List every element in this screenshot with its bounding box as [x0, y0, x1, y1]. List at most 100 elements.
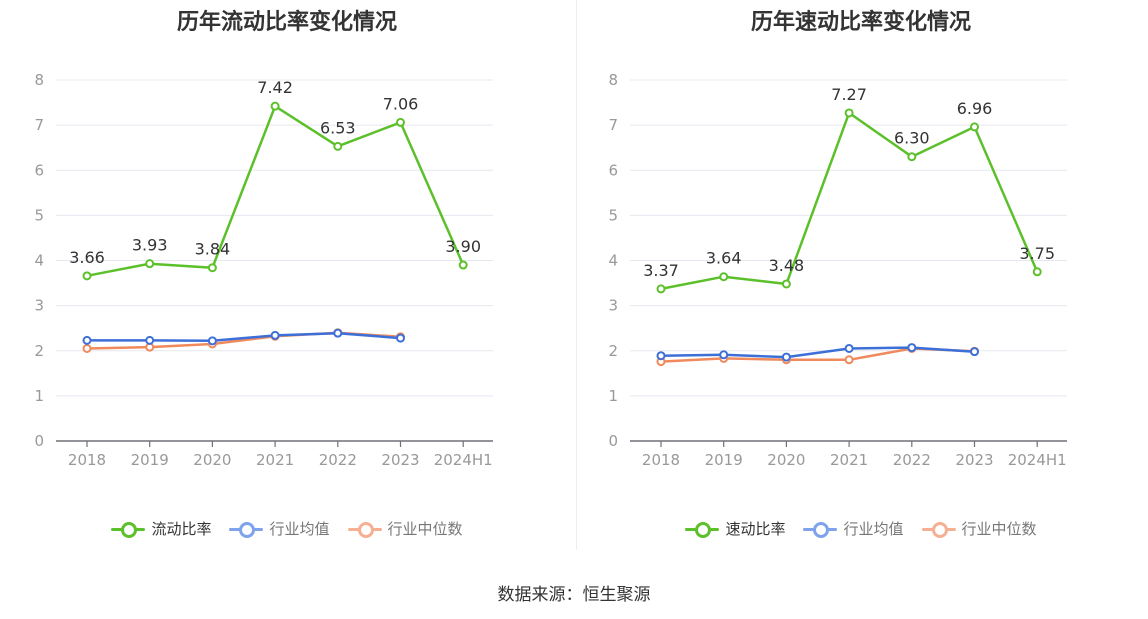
y-tick-label: 4	[34, 252, 44, 270]
data-point	[82, 335, 92, 345]
data-point	[907, 152, 917, 162]
legend-marker-icon	[921, 521, 956, 538]
x-tick-label: 2021	[830, 451, 868, 469]
quick-ratio-chart: 0 1 2 3 4 5 6 7 8 2018 2019 2020 2021 2022 2023 2024H1 3…	[608, 71, 1067, 469]
x-tick-label: 2023	[955, 451, 993, 469]
legend-item[interactable]: 流动比率	[111, 518, 211, 539]
data-point	[781, 352, 791, 362]
data-label: 7.06	[383, 94, 419, 113]
chart-legend: 速动比率 行业均值 行业中位数	[574, 518, 1148, 539]
y-tick-label: 8	[34, 71, 44, 89]
current-ratio-chart: 0 1 2 3 4 5 6 7 8 2018 2019 2020 2021 2022 2023 2024H1 3…	[34, 71, 493, 469]
y-tick-label: 6	[34, 161, 44, 179]
y-tick-label: 7	[608, 116, 618, 134]
data-label: 3.37	[643, 261, 679, 280]
data-point	[844, 343, 854, 353]
data-label: 7.42	[257, 78, 293, 97]
data-point	[781, 279, 791, 289]
x-tick-label: 2020	[193, 451, 231, 469]
quick-ratio-panel: 历年速动比率变化情况 0 1 2 3 4 5 6 7 8 2018 2019 2020 2021 2022…	[574, 0, 1148, 560]
current-ratio-panel: 历年流动比率变化情况 0 1 2 3 4 5 6 7 8 2018 2019 2020 2021 2022…	[0, 0, 574, 560]
data-point	[333, 328, 343, 338]
data-label: 3.64	[706, 249, 742, 268]
data-point	[656, 351, 666, 361]
x-tick-label: 2024H1	[1008, 451, 1067, 469]
x-tick-label: 2022	[893, 451, 931, 469]
legend-marker-icon	[229, 521, 264, 538]
data-point	[145, 335, 155, 345]
chart-title: 历年速动比率变化情况	[750, 10, 971, 35]
legend-label: 行业中位数	[387, 520, 463, 538]
data-point	[719, 350, 729, 360]
legend-item[interactable]: 行业中位数	[921, 518, 1037, 539]
chart-title: 历年流动比率变化情况	[176, 10, 397, 35]
y-tick-label: 0	[34, 432, 44, 450]
data-point	[907, 343, 917, 353]
y-tick-label: 8	[608, 71, 618, 89]
legend-label: 流动比率	[151, 520, 212, 538]
data-label: 3.66	[69, 248, 105, 267]
y-tick-label: 2	[608, 342, 618, 360]
legend-label: 速动比率	[725, 520, 786, 538]
y-tick-label: 6	[608, 161, 618, 179]
y-tick-label: 4	[608, 252, 618, 270]
data-point	[1032, 267, 1042, 277]
legend-item[interactable]: 行业中位数	[347, 518, 463, 539]
legend-marker-icon	[685, 521, 720, 538]
x-tick-label: 2019	[131, 451, 169, 469]
data-point	[270, 101, 280, 111]
legend-marker-icon	[111, 521, 146, 538]
chart-legend: 流动比率 行业均值 行业中位数	[0, 518, 574, 539]
data-label: 3.75	[1019, 244, 1055, 263]
y-tick-label: 1	[608, 387, 618, 405]
data-label: 7.27	[831, 85, 867, 104]
legend-marker-icon	[347, 521, 382, 538]
legend-marker-icon	[803, 521, 838, 538]
data-label: 6.96	[957, 99, 993, 118]
x-tick-label: 2019	[705, 451, 743, 469]
data-point	[458, 260, 468, 270]
x-tick-label: 2023	[381, 451, 419, 469]
series-line	[85, 331, 402, 343]
panel-divider	[576, 0, 577, 550]
y-tick-label: 0	[608, 432, 618, 450]
legend-label: 行业中位数	[961, 520, 1037, 538]
legend-label: 行业均值	[843, 520, 904, 538]
y-tick-label: 1	[34, 387, 44, 405]
data-label: 3.93	[132, 236, 168, 255]
data-label: 3.48	[769, 256, 805, 275]
data-point	[270, 330, 280, 340]
data-point	[82, 271, 92, 281]
data-label: 6.30	[894, 129, 930, 148]
data-point	[970, 347, 979, 357]
data-point	[396, 333, 405, 343]
data-point	[844, 108, 854, 118]
y-tick-label: 5	[608, 206, 618, 224]
x-tick-label: 2018	[642, 451, 680, 469]
data-label: 3.90	[445, 237, 481, 256]
legend-label: 行业均值	[269, 520, 330, 538]
legend-item[interactable]: 行业均值	[229, 518, 330, 539]
legend-item[interactable]: 行业均值	[803, 518, 904, 539]
data-point	[145, 259, 155, 269]
data-source: 数据来源：恒生聚源	[497, 585, 651, 605]
x-tick-label: 2021	[256, 451, 294, 469]
x-tick-label: 2024H1	[434, 451, 493, 469]
data-point	[207, 336, 217, 346]
legend-item[interactable]: 速动比率	[685, 518, 785, 539]
data-point	[970, 122, 979, 132]
data-point	[656, 284, 666, 294]
y-tick-label: 5	[34, 206, 44, 224]
data-point	[333, 141, 343, 151]
y-tick-label: 3	[34, 297, 44, 315]
data-point	[396, 117, 405, 127]
data-label: 3.84	[195, 240, 231, 259]
y-tick-label: 2	[34, 342, 44, 360]
data-point	[719, 272, 729, 282]
y-tick-label: 7	[34, 116, 44, 134]
x-tick-label: 2022	[319, 451, 357, 469]
y-tick-label: 3	[608, 297, 618, 315]
series-line	[659, 346, 976, 359]
data-point	[207, 263, 217, 273]
data-point	[82, 343, 92, 353]
